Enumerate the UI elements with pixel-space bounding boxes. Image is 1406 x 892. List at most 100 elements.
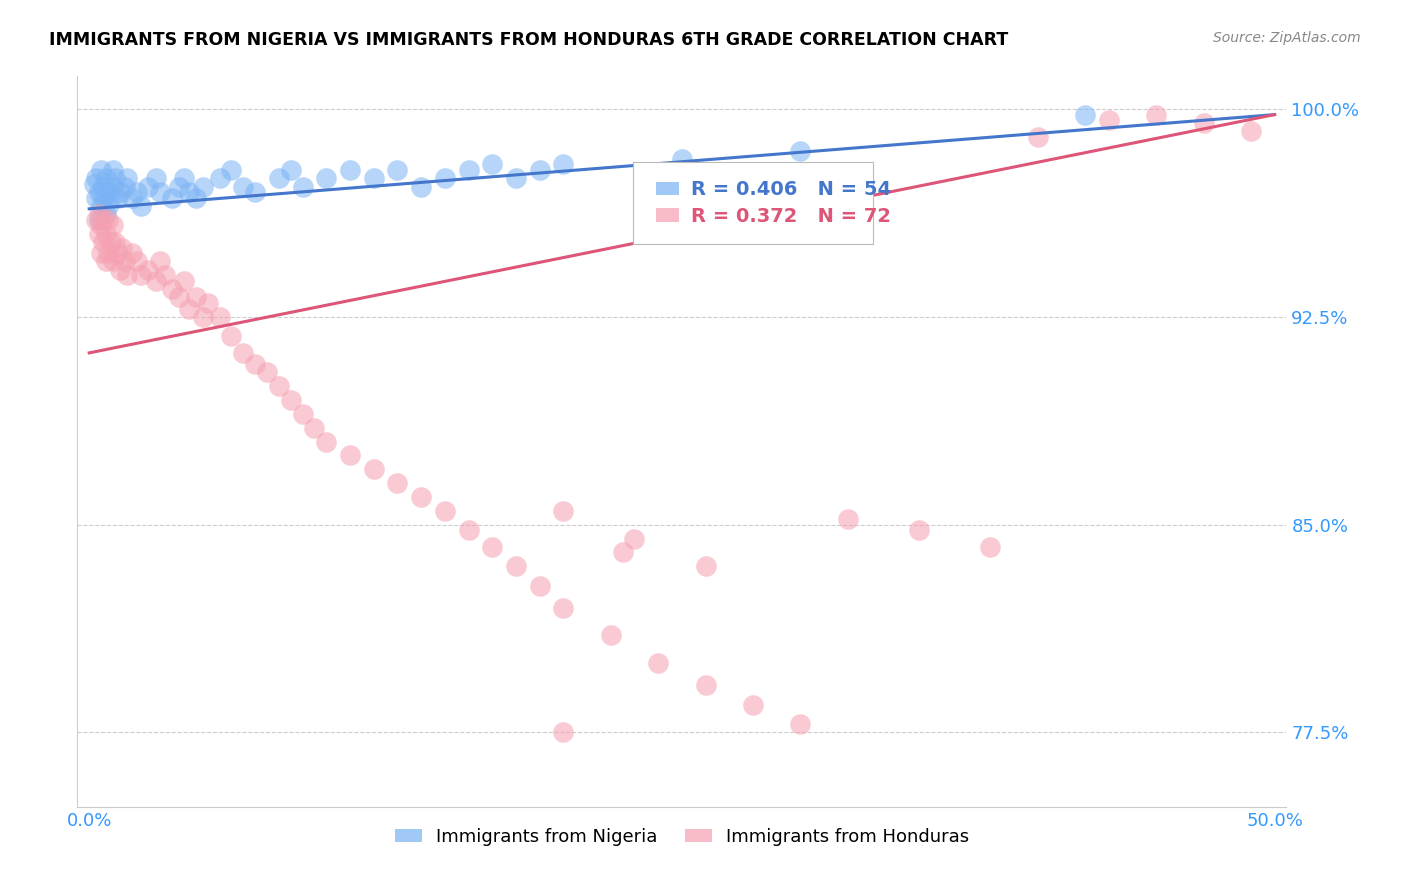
Point [173, 274, 195, 288]
Point [101, 179, 124, 194]
Point [1192, 116, 1215, 130]
Point [101, 219, 124, 233]
Point [553, 504, 575, 518]
Point [153, 268, 176, 283]
Point [267, 171, 290, 186]
Point [505, 171, 527, 186]
Point [256, 365, 278, 379]
Point [177, 185, 200, 199]
Point [291, 407, 314, 421]
Point [160, 282, 183, 296]
Point [481, 540, 503, 554]
Point [100, 191, 122, 205]
Point [84, 171, 107, 186]
Point [97, 213, 120, 227]
Point [191, 310, 214, 324]
Point [837, 512, 859, 526]
Point [100, 235, 122, 249]
Point [599, 628, 621, 642]
Point [529, 579, 551, 593]
Point [1240, 124, 1263, 138]
Point [149, 185, 172, 199]
Point [125, 254, 148, 268]
Point [280, 163, 302, 178]
Point [93, 235, 115, 249]
Point [138, 262, 160, 277]
Point [94, 254, 117, 268]
Point [87, 213, 110, 227]
Point [647, 656, 669, 670]
Point [243, 185, 266, 199]
Point [553, 725, 575, 739]
Point [363, 462, 385, 476]
Point [232, 179, 254, 194]
Point [97, 199, 120, 213]
Point [87, 185, 110, 199]
Point [339, 449, 361, 463]
Point [221, 163, 243, 178]
Point [90, 163, 112, 178]
Point [1144, 107, 1167, 121]
Point [94, 171, 117, 186]
Point [108, 185, 131, 199]
Point [114, 179, 136, 194]
Point [387, 163, 409, 178]
Point [1026, 129, 1049, 144]
Point [101, 254, 124, 268]
Point [191, 179, 214, 194]
Point [90, 219, 112, 233]
Point [304, 420, 326, 434]
Point [267, 379, 290, 393]
Point [145, 171, 167, 186]
Point [695, 559, 717, 574]
Point [131, 199, 153, 213]
Point [87, 227, 110, 241]
Point [208, 171, 231, 186]
Point [90, 199, 112, 213]
Point [339, 163, 361, 178]
Point [177, 301, 200, 316]
Text: IMMIGRANTS FROM NIGERIA VS IMMIGRANTS FROM HONDURAS 6TH GRADE CORRELATION CHART: IMMIGRANTS FROM NIGERIA VS IMMIGRANTS FR… [49, 31, 1008, 49]
Point [979, 540, 1001, 554]
Point [411, 179, 433, 194]
Point [131, 268, 153, 283]
Point [387, 476, 409, 491]
Point [125, 185, 148, 199]
Text: Source: ZipAtlas.com: Source: ZipAtlas.com [1213, 31, 1361, 45]
Point [108, 262, 131, 277]
Point [169, 179, 191, 194]
Legend: Immigrants from Nigeria, Immigrants from Honduras: Immigrants from Nigeria, Immigrants from… [388, 821, 976, 853]
Point [457, 523, 479, 537]
Point [505, 559, 527, 574]
Point [184, 290, 207, 304]
Point [1074, 107, 1097, 121]
Point [149, 254, 172, 268]
Point [197, 296, 219, 310]
Point [363, 171, 385, 186]
Point [121, 191, 143, 205]
Point [160, 191, 183, 205]
Point [553, 600, 575, 615]
Point [93, 213, 115, 227]
Point [104, 171, 127, 186]
Point [87, 207, 110, 221]
Point [291, 179, 314, 194]
Point [101, 163, 124, 178]
Point [315, 171, 337, 186]
Point [789, 144, 811, 158]
Point [84, 213, 107, 227]
Point [433, 504, 456, 518]
Point [243, 357, 266, 371]
Point [184, 191, 207, 205]
Point [411, 490, 433, 504]
Point [612, 545, 634, 559]
Point [83, 177, 105, 191]
Point [115, 171, 138, 186]
Point [138, 179, 160, 194]
Point [315, 434, 337, 449]
Point [208, 310, 231, 324]
Point [115, 268, 138, 283]
Point [114, 254, 136, 268]
Point [173, 171, 195, 186]
Point [695, 678, 717, 692]
